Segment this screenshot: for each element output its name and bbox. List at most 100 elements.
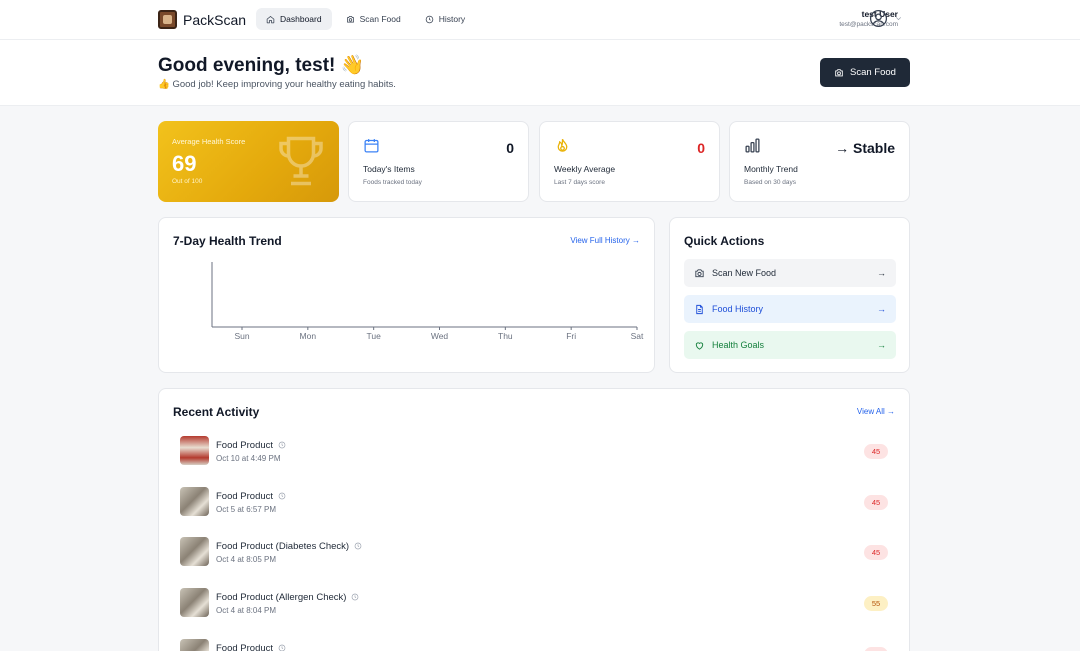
clock-icon <box>278 441 286 449</box>
x-tick-label: Fri <box>566 331 576 341</box>
health-trend-panel: 7-Day Health Trend View Full History → S… <box>158 217 655 373</box>
todays-items-note: Foods tracked today <box>363 179 422 186</box>
weekly-average-card: 0 Weekly Average Last 7 days score <box>539 121 720 202</box>
clock-icon <box>425 15 433 23</box>
x-tick-label: Mon <box>300 331 317 341</box>
clock-icon <box>352 593 359 601</box>
nav-link-dashboard[interactable]: Dashboard <box>256 8 332 30</box>
score-badge: 45 <box>864 444 888 459</box>
user-avatar-icon <box>869 9 888 28</box>
brand-logo-icon <box>158 10 177 29</box>
activity-name-wrap: Food Product <box>216 491 286 502</box>
chevron-down-icon <box>895 17 902 21</box>
user-menu[interactable] <box>869 9 903 28</box>
activity-time: Oct 10 at 4:49 PM <box>216 454 281 463</box>
clock-icon <box>278 644 286 651</box>
activity-name: Food Product <box>216 643 274 651</box>
x-tick-label: Thu <box>498 331 513 341</box>
recent-activity-panel: Recent Activity View All → Food Product … <box>158 388 910 651</box>
score-value: 69 <box>172 151 197 176</box>
weekly-average-title: Weekly Average <box>554 164 616 174</box>
quick-action-health-goals[interactable]: Health Goals → <box>684 331 896 359</box>
activity-name-wrap: Food Product (Allergen Check) <box>216 592 359 603</box>
x-tick-label: Sat <box>631 331 644 341</box>
greeting-title: Good evening, test! 👋 <box>158 55 365 76</box>
bar-chart-icon <box>745 138 760 153</box>
score-badge: 45 <box>864 545 888 560</box>
clock-icon <box>278 492 286 500</box>
monthly-trend-value: → Stable <box>835 140 895 156</box>
activity-name: Food Product (Allergen Check) <box>216 592 347 603</box>
activity-row[interactable]: Food Product (Allergen Check) Oct 4 at 8… <box>180 588 890 620</box>
quick-action-food-history[interactable]: Food History → <box>684 295 896 323</box>
nav-link-label: Scan Food <box>359 14 401 24</box>
camera-icon <box>835 68 843 76</box>
activity-row[interactable]: Food Product 45 <box>180 639 890 651</box>
scan-food-button-label: Scan Food <box>850 67 896 78</box>
score-badge: 55 <box>864 596 888 611</box>
activity-name: Food Product <box>216 440 274 451</box>
user-email: test@packscan.com <box>839 21 898 28</box>
weekly-average-value: 0 <box>697 140 705 156</box>
score-label: Average Health Score <box>172 137 246 146</box>
food-thumbnail <box>180 639 209 651</box>
brand-name: PackScan <box>183 11 247 28</box>
nav-link-history[interactable]: History <box>415 8 475 30</box>
trophy-icon <box>279 136 323 186</box>
x-tick-label: Tue <box>366 331 381 341</box>
x-tick-label: Sun <box>234 331 249 341</box>
arrow-right-icon: → <box>877 304 886 314</box>
document-icon <box>696 304 703 314</box>
camera-icon <box>695 268 704 277</box>
activity-name-wrap: Food Product <box>216 643 286 651</box>
monthly-trend-title: Monthly Trend <box>744 164 798 174</box>
flame-icon <box>557 138 568 152</box>
scan-food-button[interactable]: Scan Food <box>820 58 910 87</box>
todays-items-value: 0 <box>506 140 514 156</box>
greeting-subtitle: 👍 Good job! Keep improving your healthy … <box>158 79 396 90</box>
welcome-banner: Good evening, test! 👋 👍 Good job! Keep i… <box>0 40 1080 106</box>
trend-chart: Sun Mon Tue Wed Thu Fri Sat <box>211 262 644 341</box>
quick-actions-title: Quick Actions <box>684 234 765 248</box>
food-thumbnail <box>180 588 209 617</box>
x-tick-label: Wed <box>431 331 449 341</box>
monthly-trend-card: → Stable Monthly Trend Based on 30 days <box>729 121 910 202</box>
brand[interactable]: PackScan <box>158 10 246 29</box>
view-full-history-link[interactable]: View Full History → <box>570 236 640 245</box>
recent-activity-title: Recent Activity <box>173 405 260 419</box>
score-badge: 45 <box>864 495 888 510</box>
calendar-icon <box>364 139 379 153</box>
nav-links: Dashboard Scan Food History <box>256 8 475 30</box>
todays-items-card: 0 Today's Items Foods tracked today <box>348 121 529 202</box>
activity-time: Oct 4 at 8:05 PM <box>216 555 277 564</box>
camera-icon <box>346 15 354 22</box>
heart-icon <box>695 341 704 350</box>
food-thumbnail <box>180 487 209 516</box>
activity-time: Oct 4 at 8:04 PM <box>216 606 277 615</box>
score-note: Out of 100 <box>172 178 203 185</box>
quick-action-label: Food History <box>712 304 764 314</box>
activity-name-wrap: Food Product <box>216 440 286 451</box>
todays-items-title: Today's Items <box>363 164 415 174</box>
quick-action-label: Health Goals <box>712 340 765 350</box>
activity-row[interactable]: Food Product Oct 10 at 4:49 PM 45 <box>180 436 890 468</box>
view-all-link[interactable]: View All → <box>856 407 895 416</box>
activity-time: Oct 5 at 6:57 PM <box>216 505 277 514</box>
clock-icon <box>354 542 362 550</box>
activity-name: Food Product (Diabetes Check) <box>216 541 350 552</box>
home-icon <box>266 15 275 23</box>
top-nav: PackScan Dashboard Scan Food History tes… <box>0 0 1080 40</box>
activity-name-wrap: Food Product (Diabetes Check) <box>216 541 362 552</box>
activity-row[interactable]: Food Product Oct 5 at 6:57 PM 45 <box>180 487 890 519</box>
nav-link-scan-food[interactable]: Scan Food <box>336 8 411 30</box>
arrow-right-icon: → <box>877 268 886 278</box>
quick-actions-panel: Quick Actions Scan New Food → Food Histo… <box>669 217 910 373</box>
monthly-trend-note: Based on 30 days <box>744 179 797 186</box>
average-health-score-card: Average Health Score 69 Out of 100 <box>158 121 339 202</box>
score-badge: 45 <box>864 647 888 651</box>
activity-row[interactable]: Food Product (Diabetes Check) Oct 4 at 8… <box>180 537 890 569</box>
activity-name: Food Product <box>216 491 274 502</box>
weekly-average-note: Last 7 days score <box>554 179 605 186</box>
quick-action-scan-new-food[interactable]: Scan New Food → <box>684 259 896 287</box>
food-thumbnail <box>180 436 209 465</box>
